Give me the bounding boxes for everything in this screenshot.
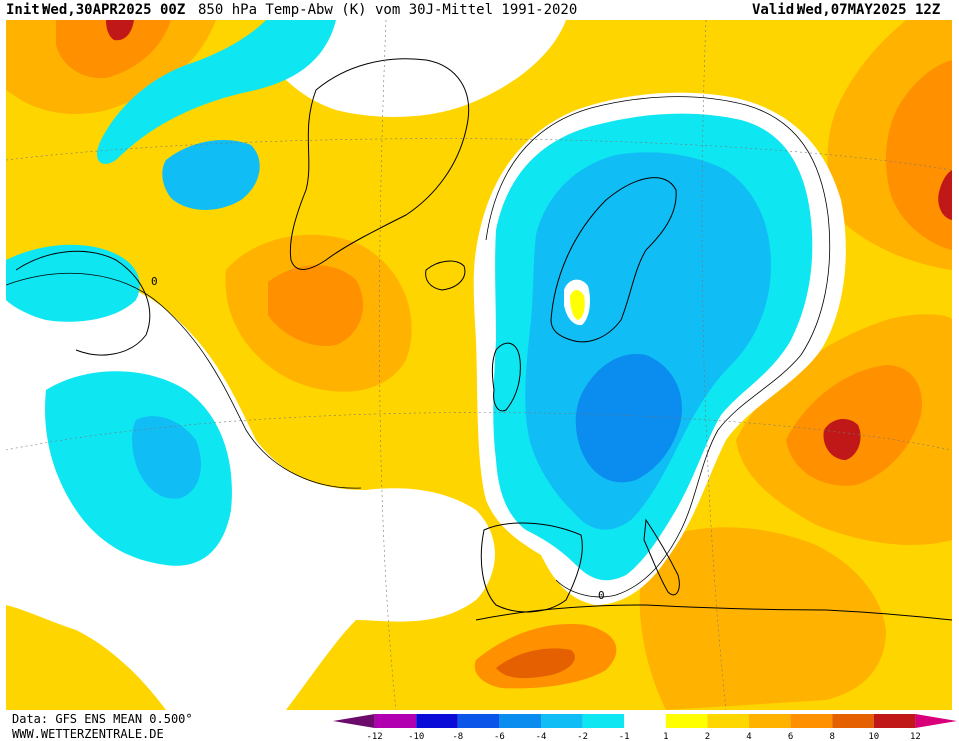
- colorbar-swatch: [333, 714, 375, 728]
- anomaly-area-hot-greenland-sea: [268, 265, 364, 346]
- colorbar-swatch: [541, 714, 583, 728]
- anomaly-area-warm-spot-scandinavia: [570, 290, 585, 320]
- init-date: Wed,30APR2025 00Z: [42, 2, 186, 18]
- coastline-british-isles: [491, 342, 521, 412]
- colorbar-tick-label: 12: [910, 732, 921, 741]
- colorbar-swatch: [374, 714, 417, 728]
- colorbar-tick-label: 1: [663, 732, 668, 741]
- coastline-scandinavia: [550, 177, 677, 343]
- colorbar-tick-label: -2: [577, 732, 588, 741]
- coastline-iceland: [425, 260, 466, 291]
- anomaly-area-neutral-arctic: [266, 20, 566, 117]
- valid-label: Valid:: [752, 2, 803, 18]
- anomaly-area-warm-mediterranean: [639, 527, 886, 710]
- init-label: Init:: [6, 2, 49, 18]
- anomaly-area-cold-canada-west: [6, 244, 140, 322]
- anomaly-area-hot-north-africa-core: [496, 648, 575, 679]
- graticule-line: [701, 20, 727, 710]
- colorbar-tick-label: -8: [452, 732, 463, 741]
- anomaly-area-hot-canada: [56, 20, 171, 79]
- colorbar-tick-label: 6: [788, 732, 793, 741]
- colorbar-swatch: [707, 714, 749, 728]
- anomaly-area-cold-baffin: [162, 140, 260, 210]
- zero-contour-atlantic: [6, 272, 362, 489]
- coastline-italy: [643, 518, 680, 596]
- valid-date: Wed,07MAY2025 12Z: [797, 2, 941, 18]
- colorbar-tick-label: -6: [494, 732, 505, 741]
- colorbar-tick-label: -10: [408, 732, 424, 741]
- colorbar-swatch: [416, 714, 458, 728]
- anomaly-area-extreme-black-sea: [823, 418, 861, 460]
- colorbar-tick-label: -4: [536, 732, 547, 741]
- colorbar-swatch: [790, 714, 833, 728]
- site-url: WWW.WETTERZENTRALE.DE: [12, 727, 164, 741]
- zero-contour-europe: [485, 96, 831, 598]
- colorbar-ticks: -12 -10 -8 -6 -4 -2 -1 1 2 4 6 8 10 12: [366, 732, 920, 741]
- footer-bar: Data: GFS ENS MEAN 0.500° WWW.WETTERZENT…: [0, 710, 959, 741]
- data-source-label: Data: GFS ENS MEAN 0.500°: [12, 712, 193, 726]
- colorbar-swatch: [457, 714, 500, 728]
- anomaly-map: 0 0: [6, 20, 952, 710]
- graticule-line: [6, 412, 952, 451]
- colorbar-tick-label: -1: [619, 732, 630, 741]
- colorbar-swatch: [873, 714, 916, 728]
- graticule-line: [379, 20, 397, 710]
- coastline-greenland: [289, 58, 470, 270]
- coastline-north-africa: [475, 604, 952, 621]
- graticule: [6, 20, 952, 710]
- anomaly-area-extreme-canada: [106, 20, 134, 41]
- graticule-line: [6, 138, 952, 171]
- colorbar-legend: -12 -10 -8 -6 -4 -2 -1 1 2 4 6 8 10 12: [333, 714, 957, 741]
- colorbar-tick-label: 8: [829, 732, 834, 741]
- anomaly-area-colder-west-atlantic: [132, 416, 201, 499]
- map-title: 850 hPa Temp-Abw (K) vom 30J-Mittel 1991…: [198, 2, 578, 18]
- zero-contours: [6, 96, 831, 598]
- colorbar-swatch: [915, 714, 957, 728]
- colorbar-tick-label: 2: [705, 732, 710, 741]
- colorbar-swatch: [624, 714, 666, 728]
- anomaly-area-extreme-russia: [938, 170, 952, 220]
- colorbar-swatch: [582, 714, 625, 728]
- anomaly-area-cold-labrador: [96, 20, 336, 164]
- coastline-iberia: [480, 522, 583, 613]
- coastlines: [15, 58, 952, 621]
- colorbar-swatch: [499, 714, 541, 728]
- colorbar-tick-label: 4: [746, 732, 751, 741]
- colorbar-tick-label: -12: [366, 732, 382, 741]
- contour-label-zero: 0: [598, 589, 605, 602]
- anomaly-area-hot-russia: [886, 60, 952, 250]
- colorbar-swatches: [333, 714, 957, 728]
- colorbar-swatch: [749, 714, 791, 728]
- colorbar-tick-label: 10: [868, 732, 879, 741]
- anomaly-area-strong-cold-europe: [575, 354, 682, 483]
- contour-label-zero-west: 0: [151, 275, 158, 288]
- coastline-hudson-bay: [15, 250, 151, 356]
- colorbar-swatch: [665, 714, 708, 728]
- header-bar: Init: Wed,30APR2025 00Z 850 hPa Temp-Abw…: [0, 0, 959, 20]
- colorbar-swatch: [832, 714, 874, 728]
